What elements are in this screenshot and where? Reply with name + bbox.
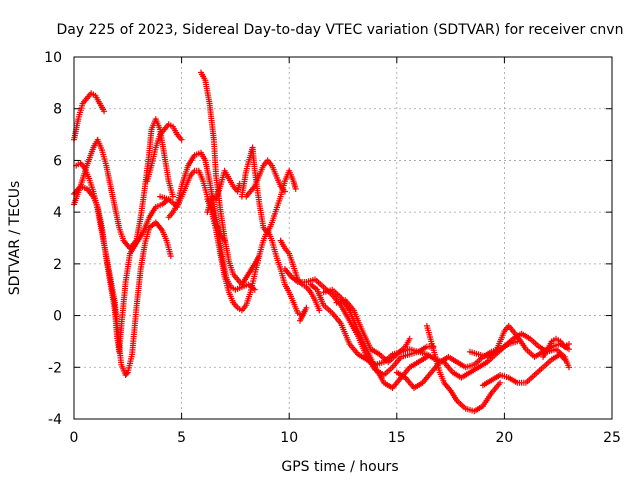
satellite-track-10 <box>204 167 243 216</box>
data-point-markers <box>144 121 185 185</box>
data-point-markers <box>320 286 430 391</box>
y-tick-label: 8 <box>53 102 62 118</box>
chart-title: Day 225 of 2023, Sidereal Day-to-day VTE… <box>57 22 624 38</box>
x-tick-label: 5 <box>177 430 186 446</box>
y-tick-label: 0 <box>53 309 62 325</box>
data-point-markers <box>243 157 288 200</box>
data-point-markers <box>333 297 413 366</box>
x-axis-label: GPS time / hours <box>281 459 398 475</box>
satellite-track-16 <box>320 286 430 391</box>
satellite-track-12 <box>243 157 288 200</box>
x-tick-label: 10 <box>280 430 298 446</box>
satellite-track-8 <box>198 69 263 288</box>
satellite-track-11 <box>238 144 299 236</box>
satellite-track-20 <box>415 330 572 381</box>
data-point-markers <box>415 330 572 381</box>
plot-frame <box>73 56 613 420</box>
x-tick-label: 15 <box>388 430 406 446</box>
satellite-track-9 <box>204 196 310 324</box>
data-point-markers <box>238 144 299 236</box>
y-tick-label: -4 <box>48 412 62 428</box>
satellite-track-17 <box>333 297 413 366</box>
y-tick-label: 10 <box>44 50 62 66</box>
y-tick-label: 4 <box>53 205 62 221</box>
data-point-markers <box>467 322 572 360</box>
satellite-track-5 <box>144 121 185 185</box>
data-point-markers <box>204 167 243 216</box>
data-point-markers <box>198 69 263 288</box>
data-point-markers <box>540 335 572 360</box>
plot-area <box>71 69 572 415</box>
y-tick-label: 6 <box>53 153 62 169</box>
y-axis-label: SDTVAR / TECUs <box>7 181 23 296</box>
x-tick-label: 20 <box>495 430 513 446</box>
satellite-track-22 <box>479 351 568 389</box>
x-tick-label: 25 <box>603 430 621 446</box>
y-tick-label: 2 <box>53 257 62 273</box>
data-point-markers <box>479 351 568 389</box>
x-tick-label: 0 <box>70 430 79 446</box>
data-point-markers <box>204 196 310 324</box>
y-tick-label: -2 <box>48 360 62 376</box>
satellite-track-23 <box>540 335 572 360</box>
satellite-track-21 <box>467 322 572 360</box>
